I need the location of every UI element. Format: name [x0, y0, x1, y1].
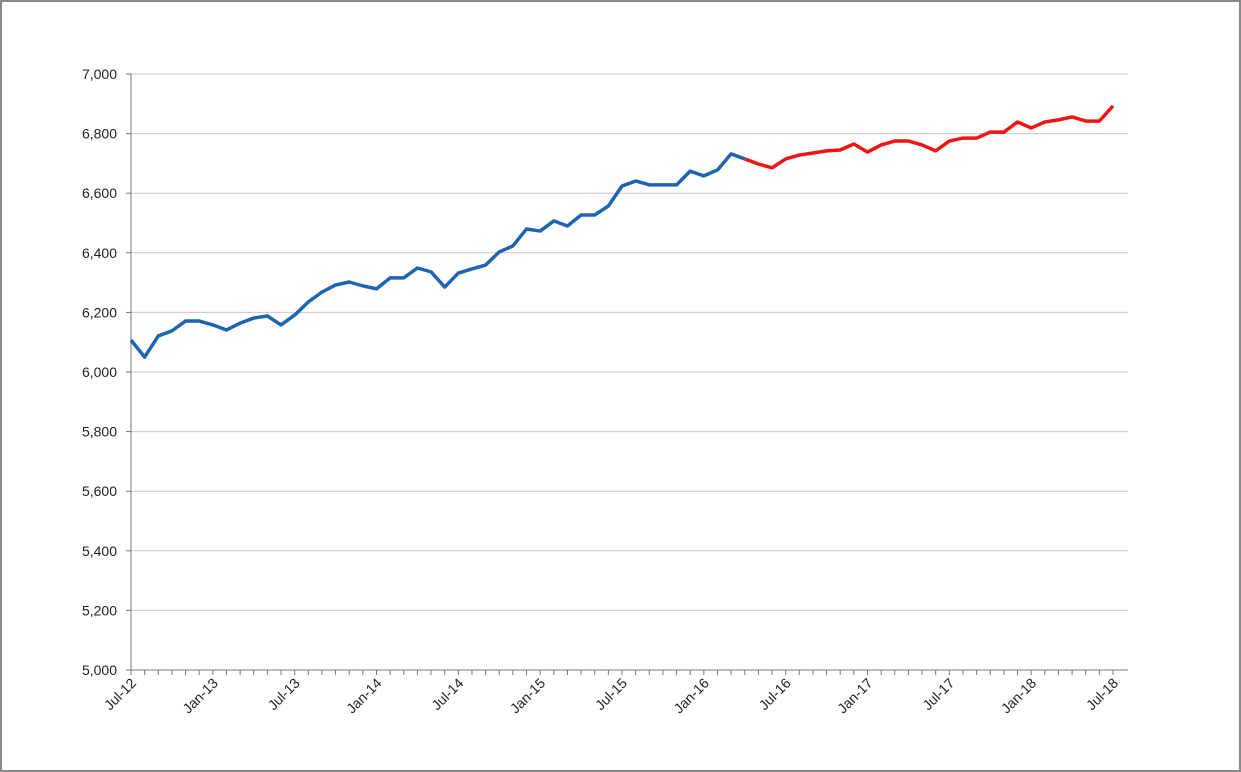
y-tick-label: 7,000 [82, 66, 117, 82]
y-tick-label: 6,800 [82, 126, 117, 142]
y-tick-label: 5,000 [82, 662, 117, 678]
y-tick-label: 5,600 [82, 483, 117, 499]
y-tick-label: 6,600 [82, 185, 117, 201]
series-line [129, 152, 746, 359]
y-tick-label: 6,000 [82, 364, 117, 380]
y-tick-label: 6,400 [82, 245, 117, 261]
y-tick-label: 6,200 [82, 304, 117, 320]
y-tick-label: 5,200 [82, 602, 117, 618]
y-tick-label: 5,400 [82, 543, 117, 559]
series-line [744, 104, 1115, 170]
y-tick-label: 5,800 [82, 424, 117, 440]
